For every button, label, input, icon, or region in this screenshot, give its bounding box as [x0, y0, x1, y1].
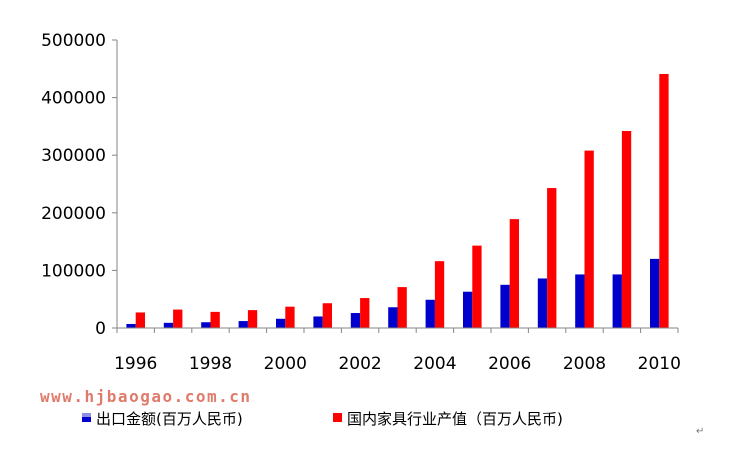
y-tick-label: 300000	[41, 146, 106, 166]
x-axis-ticks	[116, 328, 679, 333]
x-tick-label: 1996	[114, 354, 157, 374]
legend: 出口金额(百万人民币) 国内家具行业产值（百万人民币)	[82, 410, 563, 428]
bar-export	[650, 258, 660, 328]
bar-output	[509, 219, 519, 328]
legend-swatch-output	[333, 413, 342, 422]
bar-output	[621, 131, 632, 328]
bar-export	[575, 274, 585, 328]
bar-export	[500, 284, 510, 328]
bar-output	[360, 298, 370, 328]
x-tick-label: 2002	[338, 354, 381, 374]
bar-export	[201, 322, 211, 328]
bar-export	[425, 299, 435, 328]
x-tick-label: 2008	[563, 354, 606, 374]
bar-output	[547, 188, 557, 328]
bar-output	[659, 73, 669, 328]
x-tick-label: 2010	[638, 354, 681, 374]
y-axis-ticks	[112, 39, 117, 329]
bar-output	[285, 306, 295, 328]
bar-export	[238, 321, 248, 328]
x-tick-label: 2004	[413, 354, 456, 374]
legend-label-output: 国内家具行业产值（百万人民币)	[347, 410, 563, 428]
bar-export	[537, 278, 548, 328]
legend-swatch-export-highlight	[82, 413, 91, 417]
legend-label-export: 出口金额(百万人民币)	[96, 410, 243, 428]
x-tick-label: 2000	[264, 354, 307, 374]
bar-export	[276, 318, 286, 328]
bar-export	[350, 313, 361, 328]
bars	[126, 73, 669, 328]
bar-export	[313, 316, 323, 328]
y-tick-label: 100000	[41, 261, 106, 281]
bar-export	[163, 322, 174, 328]
bar-export	[126, 323, 136, 328]
bar-output	[173, 309, 183, 328]
x-tick-label: 1998	[189, 354, 232, 374]
bar-output	[397, 287, 407, 328]
bar-export	[463, 291, 473, 328]
bar-output	[135, 312, 145, 328]
y-axis-labels: 0 100000 200000 300000 400000 500000	[41, 31, 106, 339]
bar-output	[322, 303, 332, 328]
bar-output	[210, 311, 220, 328]
bar-export	[388, 307, 398, 328]
bar-output	[434, 261, 445, 328]
y-tick-label: 400000	[41, 89, 106, 109]
x-axis-labels: 1996 1998 2000 2002 2004 2006 2008 2010	[114, 354, 681, 374]
bar-output	[472, 245, 482, 328]
bar-output	[247, 310, 258, 328]
y-tick-label: 0	[95, 319, 106, 339]
watermark-text: www.hjbaogao.com.cn	[40, 387, 252, 406]
bar-export	[612, 274, 622, 328]
x-tick-label: 2006	[488, 354, 531, 374]
return-mark: ↵	[696, 426, 704, 437]
legend-swatch-export	[82, 413, 91, 422]
y-tick-label: 500000	[41, 31, 106, 51]
bar-output	[584, 150, 594, 328]
y-tick-label: 200000	[41, 204, 106, 224]
